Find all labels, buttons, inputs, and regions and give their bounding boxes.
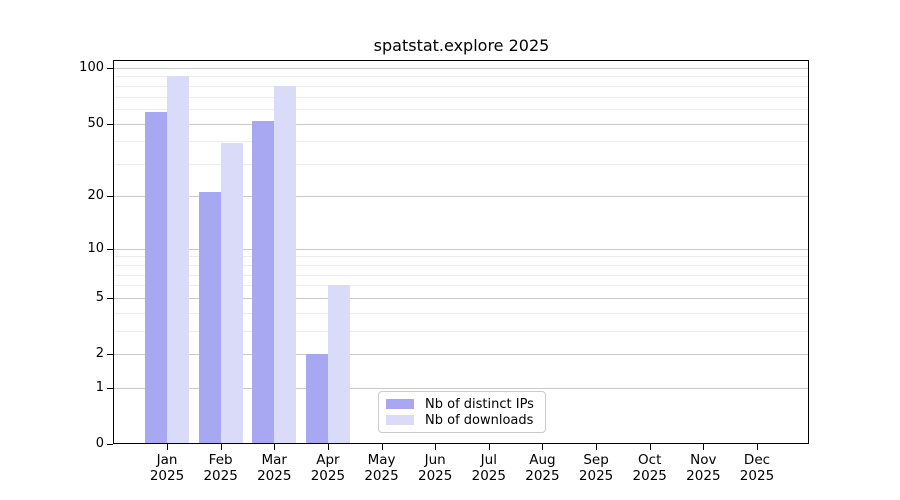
minor-gridline bbox=[113, 274, 809, 276]
minor-gridline bbox=[113, 109, 809, 111]
bar-distinct-ips-mar bbox=[252, 120, 275, 444]
major-gridline bbox=[113, 298, 809, 300]
x-tick-label: Jan 2025 bbox=[149, 452, 185, 484]
x-tick-mark bbox=[649, 444, 651, 450]
x-tick-mark bbox=[274, 444, 276, 450]
minor-gridline bbox=[113, 96, 809, 98]
x-tick-label: Nov 2025 bbox=[686, 452, 721, 484]
x-tick-mark bbox=[327, 444, 329, 450]
legend-item-distinct-ips: Nb of distinct IPs bbox=[386, 396, 537, 412]
x-tick-label: Jul 2025 bbox=[471, 452, 506, 484]
major-gridline bbox=[113, 195, 809, 197]
legend-label-distinct-ips: Nb of distinct IPs bbox=[425, 396, 534, 412]
x-tick-mark bbox=[596, 444, 598, 450]
legend-swatch-distinct-ips-icon bbox=[386, 399, 414, 409]
y-tick-mark bbox=[107, 248, 113, 250]
bar-downloads-feb bbox=[220, 143, 243, 444]
y-tick-label: 20 bbox=[87, 187, 104, 203]
legend-label-downloads: Nb of downloads bbox=[425, 412, 534, 428]
bar-distinct-ips-apr bbox=[305, 354, 328, 444]
legend: Nb of distinct IPs Nb of downloads bbox=[378, 391, 546, 433]
y-tick-mark bbox=[107, 67, 113, 69]
minor-gridline bbox=[113, 331, 809, 333]
y-tick-label: 5 bbox=[95, 290, 104, 306]
x-tick-label: Apr 2025 bbox=[310, 452, 346, 484]
minor-gridline bbox=[113, 141, 809, 143]
x-tick-mark bbox=[435, 444, 437, 450]
y-tick-label: 100 bbox=[79, 59, 104, 75]
bar-downloads-jan bbox=[167, 76, 189, 444]
x-tick-mark bbox=[220, 444, 222, 450]
major-gridline bbox=[113, 248, 809, 250]
y-tick-mark bbox=[107, 123, 113, 125]
x-tick-mark bbox=[756, 444, 758, 450]
y-tick-label: 0 bbox=[95, 436, 104, 451]
minor-gridline bbox=[113, 85, 809, 87]
major-gridline bbox=[113, 67, 809, 69]
bar-distinct-ips-jan bbox=[145, 111, 167, 444]
minor-gridline bbox=[113, 256, 809, 258]
y-tick-mark bbox=[107, 195, 113, 197]
x-tick-label: Mar 2025 bbox=[257, 452, 292, 484]
x-tick-mark bbox=[488, 444, 490, 450]
legend-swatch-downloads-icon bbox=[386, 415, 414, 425]
bar-downloads-mar bbox=[274, 85, 297, 444]
x-tick-label: Oct 2025 bbox=[632, 452, 667, 484]
x-tick-mark bbox=[381, 444, 383, 450]
y-tick-mark bbox=[107, 387, 113, 389]
y-tick-label: 50 bbox=[87, 115, 104, 131]
x-tick-label: Feb 2025 bbox=[203, 452, 238, 484]
x-tick-label: Jun 2025 bbox=[417, 452, 453, 484]
x-tick-label: Sep 2025 bbox=[578, 452, 614, 484]
x-tick-mark bbox=[703, 444, 705, 450]
bar-distinct-ips-feb bbox=[198, 192, 221, 444]
minor-gridline bbox=[113, 264, 809, 266]
legend-item-downloads: Nb of downloads bbox=[386, 412, 537, 428]
x-tick-mark bbox=[542, 444, 544, 450]
y-tick-mark bbox=[107, 298, 113, 300]
minor-gridline bbox=[113, 164, 809, 166]
x-tick-label: Aug 2025 bbox=[525, 452, 560, 484]
x-tick-label: May 2025 bbox=[364, 452, 399, 484]
y-tick-label: 10 bbox=[87, 240, 104, 256]
minor-gridline bbox=[113, 285, 809, 287]
major-gridline bbox=[113, 354, 809, 356]
y-tick-label: 1 bbox=[95, 379, 104, 395]
y-tick-mark bbox=[107, 354, 113, 356]
x-tick-label: Dec 2025 bbox=[739, 452, 775, 484]
major-gridline bbox=[113, 123, 809, 125]
bar-downloads-apr bbox=[327, 285, 350, 444]
minor-gridline bbox=[113, 76, 809, 78]
y-tick-mark bbox=[107, 444, 113, 445]
y-tick-label: 2 bbox=[95, 346, 104, 362]
minor-gridline bbox=[113, 312, 809, 314]
chart-title: spatstat.explore 2025 bbox=[373, 36, 550, 55]
plot-area bbox=[113, 60, 809, 444]
major-gridline bbox=[113, 387, 809, 389]
x-tick-mark bbox=[167, 444, 168, 450]
